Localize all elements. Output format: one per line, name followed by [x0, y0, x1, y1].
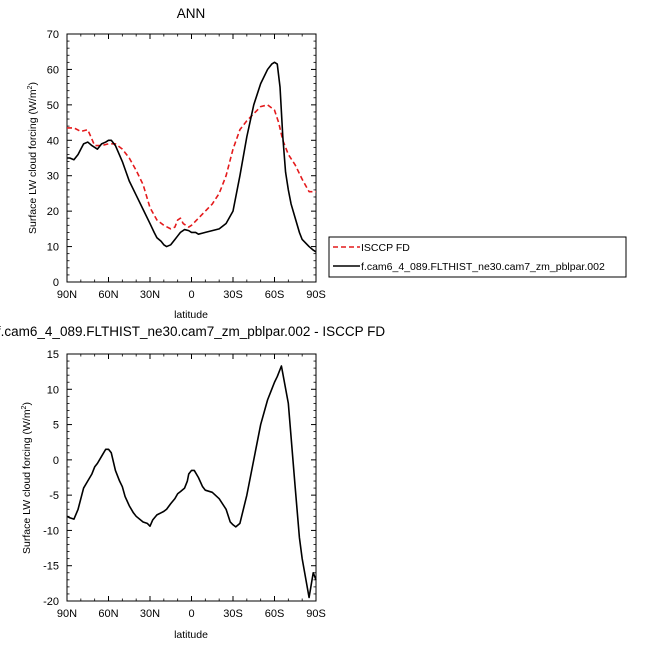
legend: ISCCP FD f.cam6_4_089.FLTHIST_ne30.cam7_… [328, 236, 627, 278]
top-chart-title: ANN [177, 6, 206, 21]
bottom-y-tick-label: 5 [53, 420, 59, 432]
top-y-axis-label: Surface LW cloud forcing (W/m2) [27, 82, 39, 234]
top-y-axis-label-tail: ) [27, 82, 39, 86]
legend-label-model: f.cam6_4_089.FLTHIST_ne30.cam7_zm_pblpar… [361, 261, 605, 273]
top-x-tick-label: 90N [57, 289, 77, 301]
bottom-series-group [66, 365, 317, 599]
bottom-x-tick-label: 0 [188, 608, 194, 620]
top-series-group [67, 61, 317, 253]
top-axis-ticks: 0 10 20 30 40 50 60 70 90N 60N 30N 0 30S 60S 90S [47, 29, 326, 301]
top-series-line-0 [67, 104, 316, 230]
bottom-x-tick-label: 90N [57, 608, 77, 620]
bottom-x-tick-label: 30S [223, 608, 243, 620]
bottom-x-axis-label: latitude [174, 629, 208, 641]
legend-box [328, 236, 627, 278]
legend-label-isccp-fd: ISCCP FD [361, 242, 410, 254]
top-y-tick-label: 70 [47, 29, 59, 41]
top-panel: ANN 0 10 20 30 40 50 60 70 90N 60N 30N 0 30S 60S 90S l… [27, 6, 326, 321]
top-y-tick-label: 10 [47, 242, 59, 254]
bottom-y-tick-label: -5 [49, 490, 59, 502]
bottom-y-axis-label-sup: 2 [21, 405, 28, 409]
bottom-x-tick-label: 90S [306, 608, 326, 620]
top-y-tick-label: 0 [53, 277, 59, 289]
top-x-tick-label: 30N [140, 289, 160, 301]
top-y-tick-label: 30 [47, 171, 59, 183]
bottom-y-tick-label: -15 [43, 561, 59, 573]
top-x-tick-label: 60S [265, 289, 285, 301]
bottom-y-axis-label-tail: ) [21, 402, 33, 406]
top-y-tick-label: 50 [47, 100, 59, 112]
top-y-axis-label-sup: 2 [27, 85, 34, 89]
bottom-panel: f.cam6_4_089.FLTHIST_ne30.cam7_zm_pblpar… [0, 324, 385, 641]
bottom-y-tick-label: 10 [47, 384, 59, 396]
bottom-x-tick-label: 30N [140, 608, 160, 620]
bottom-y-axis-label: Surface LW cloud forcing (W/m2) [21, 402, 33, 554]
top-y-tick-label: 40 [47, 135, 59, 147]
bottom-y-tick-label: -20 [43, 596, 59, 608]
bottom-chart-title: f.cam6_4_089.FLTHIST_ne30.cam7_zm_pblpar… [0, 324, 385, 339]
top-x-tick-label: 30S [223, 289, 243, 301]
top-x-tick-label: 90S [306, 289, 326, 301]
bottom-series-line-0 [66, 365, 317, 599]
top-y-tick-label: 60 [47, 64, 59, 76]
bottom-x-tick-label: 60N [98, 608, 118, 620]
bottom-y-tick-label: 0 [53, 455, 59, 467]
top-x-axis-label: latitude [174, 309, 208, 321]
bottom-x-tick-label: 60S [265, 608, 285, 620]
bottom-axis-ticks: -20 -15 -10 -5 0 5 10 15 90N 60N 30N 0 30S 60S 90S [43, 349, 326, 620]
bottom-y-axis-label-main: Surface LW cloud forcing (W/m [21, 409, 33, 554]
bottom-plot-frame [66, 353, 317, 602]
top-y-tick-label: 20 [47, 206, 59, 218]
top-series-line-1 [67, 61, 317, 253]
top-x-tick-label: 0 [188, 289, 194, 301]
bottom-y-tick-label: 15 [47, 349, 59, 361]
bottom-y-tick-label: -10 [43, 525, 59, 537]
top-y-axis-label-main: Surface LW cloud forcing (W/m [27, 89, 39, 234]
top-x-tick-label: 60N [98, 289, 118, 301]
